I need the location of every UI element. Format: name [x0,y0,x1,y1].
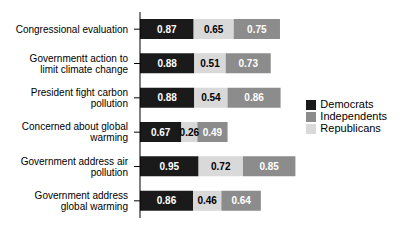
svg-text:0.64: 0.64 [231,195,251,206]
svg-text:Concerned about globalwarming: Concerned about globalwarming [22,121,128,143]
svg-text:0.75: 0.75 [247,24,267,35]
svg-text:0.87: 0.87 [157,24,177,35]
svg-text:Government addressglobal warmi: Government addressglobal warming [35,190,128,212]
svg-text:Congressional evaluation: Congressional evaluation [16,24,128,35]
svg-text:Government address airpollutio: Government address airpollution [21,156,129,178]
svg-text:President fight carbonpollutio: President fight carbonpollution [31,87,128,109]
svg-text:0.86: 0.86 [244,92,264,103]
html-text:Democrats: Democrats [320,97,374,110]
svg-text:0.85: 0.85 [259,161,279,172]
svg-text:0.51: 0.51 [200,58,220,69]
svg-text:0.95: 0.95 [160,161,180,172]
svg-text:0.88: 0.88 [157,92,177,103]
svg-text:0.46: 0.46 [197,195,217,206]
svg-text:0.49: 0.49 [203,127,223,138]
html-text:Republicans: Republicans [320,122,381,134]
svg-text:0.72: 0.72 [211,161,231,172]
svg-text:0.86: 0.86 [157,195,177,206]
html-text:Independents: Independents [320,110,387,122]
svg-text:0.54: 0.54 [201,92,221,103]
svg-text:0.67: 0.67 [151,127,171,138]
svg-text:0.88: 0.88 [157,58,177,69]
svg-text:0.26: 0.26 [180,127,200,138]
svg-text:Governmentt action tolimit cli: Governmentt action tolimit climate chang… [30,53,129,75]
svg-text:0.73: 0.73 [238,58,258,69]
svg-text:0.65: 0.65 [204,24,224,35]
